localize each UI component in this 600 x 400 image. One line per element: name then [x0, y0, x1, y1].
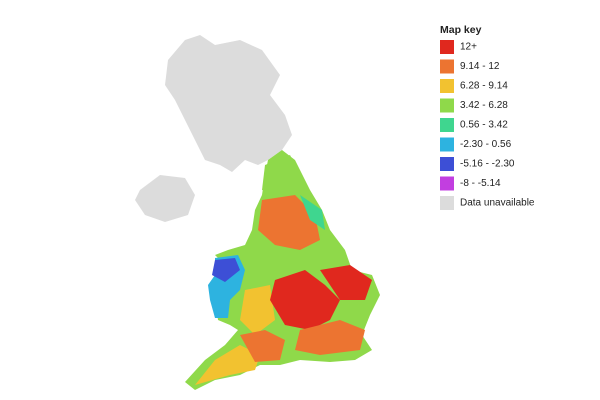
northern-ireland — [135, 175, 195, 222]
legend-label: 9.14 - 12 — [460, 61, 500, 72]
region — [295, 320, 365, 355]
legend-swatch — [440, 98, 454, 113]
region — [258, 195, 320, 250]
scotland — [165, 35, 292, 172]
legend-swatch — [440, 118, 454, 132]
legend: 12+ 9.14 - 12 6.28 - 9.14 3.42 - 6.28 0.56 -… — [440, 40, 535, 210]
legend-swatch — [440, 157, 454, 171]
legend-label: -2.30 - 0.56 — [460, 139, 512, 150]
legend-label: -5.16 - -2.30 — [460, 159, 515, 170]
legend-swatch — [440, 59, 454, 74]
legend-swatch — [440, 176, 454, 191]
legend-label: 0.56 - 3.42 — [460, 120, 508, 131]
legend-label: 3.42 - 6.28 — [460, 100, 508, 111]
region — [300, 195, 325, 230]
legend-swatch — [440, 137, 454, 152]
region — [195, 345, 260, 385]
legend-title: Map key — [440, 24, 482, 36]
map — [135, 35, 380, 390]
legend-label: 6.28 - 9.14 — [460, 81, 508, 92]
legend-swatch — [440, 196, 454, 210]
region — [320, 265, 372, 300]
legend-label: -8 - -5.14 — [460, 178, 501, 189]
legend-label: 12+ — [460, 42, 477, 53]
region — [270, 270, 340, 330]
legend-label: Data unavailable — [460, 198, 535, 209]
legend-swatch — [440, 79, 454, 93]
region — [212, 258, 240, 282]
region — [262, 155, 305, 195]
region — [240, 285, 275, 335]
legend-swatch — [440, 40, 454, 54]
region — [240, 330, 285, 362]
